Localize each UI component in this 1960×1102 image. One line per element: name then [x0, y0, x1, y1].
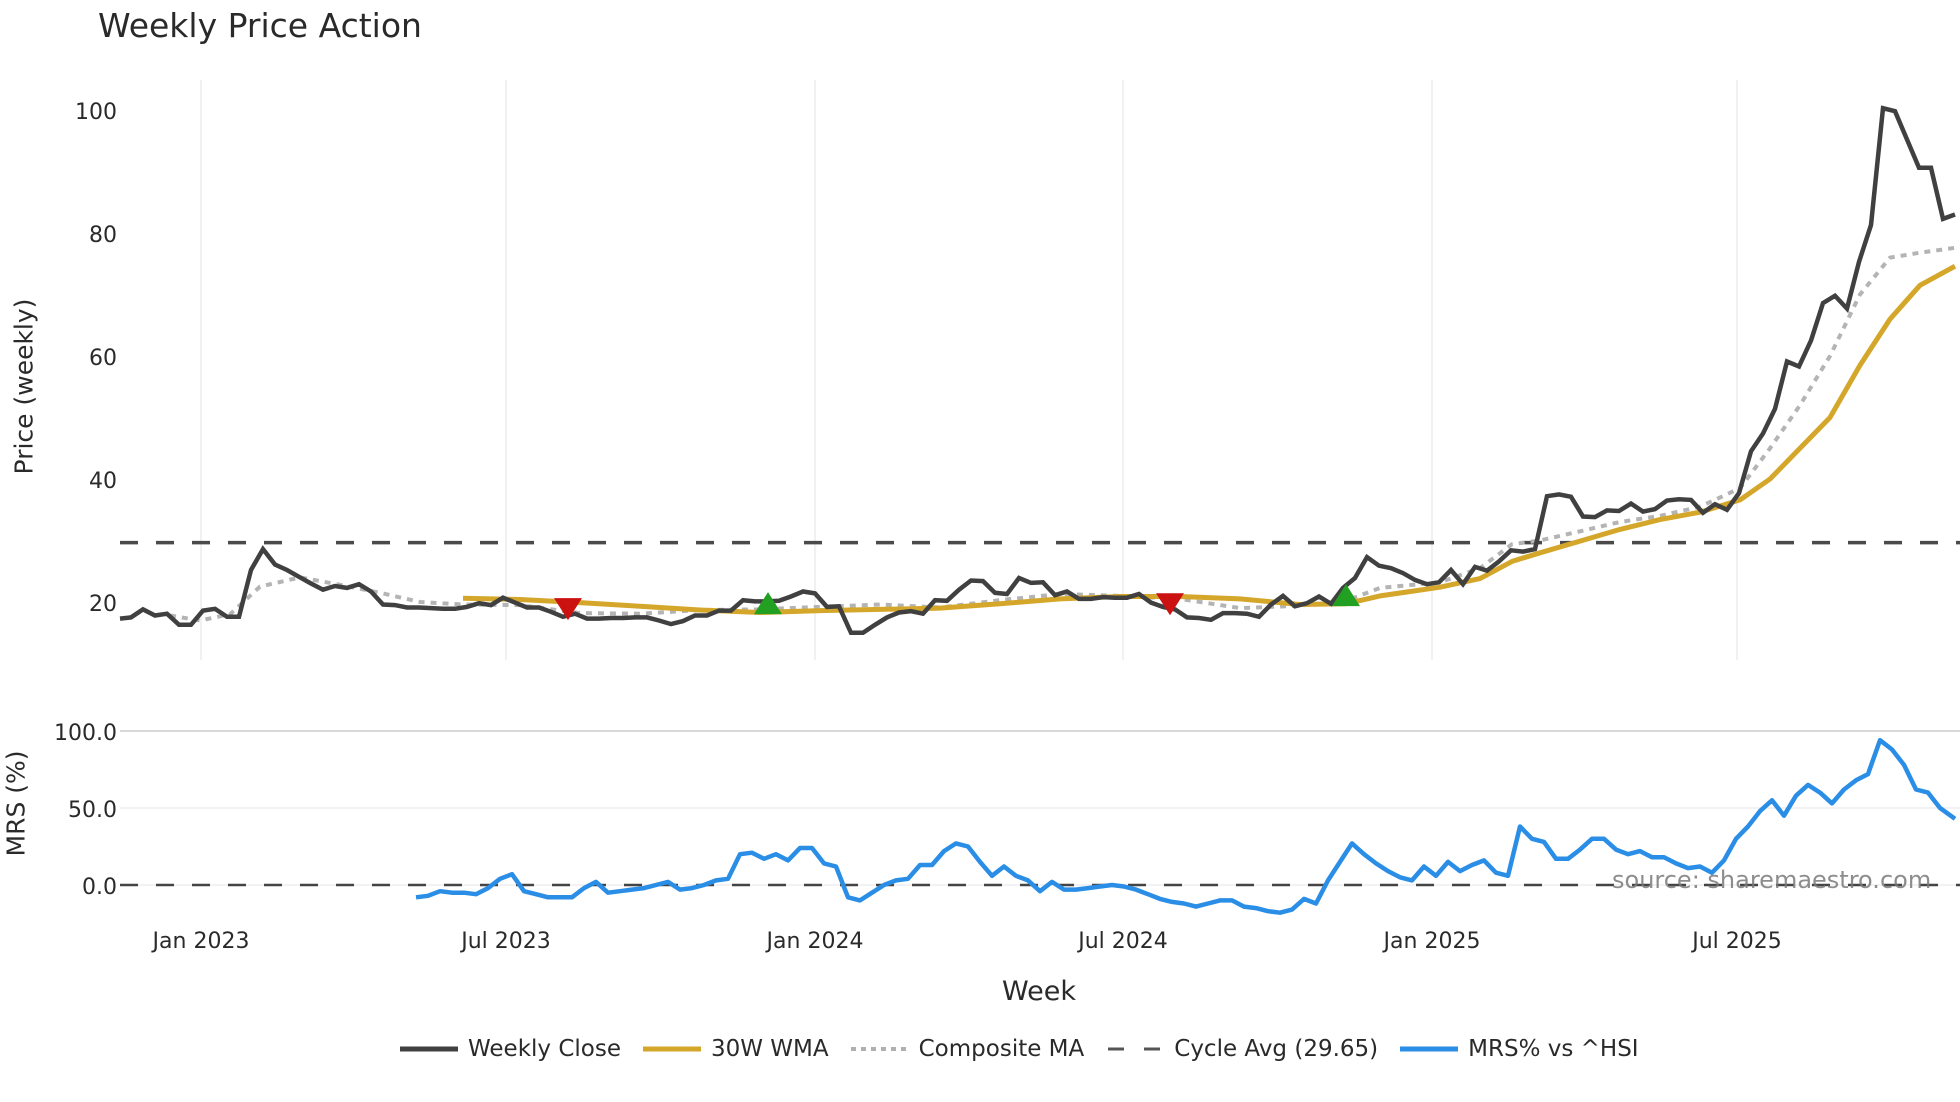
solid-line-swatch-icon	[400, 1046, 458, 1052]
signal-markers	[554, 584, 1360, 621]
mrs-tick-label: 50.0	[68, 798, 117, 823]
legend-label: Cycle Avg (29.65)	[1174, 1036, 1379, 1062]
legend-label: 30W WMA	[710, 1036, 829, 1062]
price-y-ticks: 20 40 60 80 100	[75, 100, 117, 617]
legend-item-composite-ma[interactable]: Composite MA	[850, 1036, 1085, 1062]
mrs-tick-label: 100.0	[54, 721, 117, 746]
chart-title: Weekly Price Action	[98, 6, 422, 45]
legend-label: Weekly Close	[468, 1036, 621, 1062]
wma-line	[462, 264, 1957, 615]
legend-item-weekly-close[interactable]: Weekly Close	[400, 1036, 621, 1062]
price-tick-label: 60	[89, 346, 117, 371]
mrs-plot-area	[120, 737, 1960, 915]
price-tick-label: 40	[89, 469, 117, 494]
mrs-line	[415, 737, 1957, 915]
price-y-axis-label: Price (weekly)	[9, 298, 39, 475]
buy-signal-up-triangle-icon	[1332, 584, 1360, 607]
composite-ma-line	[169, 245, 1956, 623]
x-tick-label: Jan 2025	[1382, 929, 1481, 954]
solid-line-swatch-icon	[642, 1046, 701, 1052]
solid-line-swatch-icon	[1400, 1046, 1459, 1052]
x-axis-label: Week	[1002, 976, 1076, 1007]
mrs-y-axis-label: MRS (%)	[1, 750, 31, 857]
legend-label: Composite MA	[918, 1036, 1085, 1062]
legend-item-30w-wma[interactable]: 30W WMA	[642, 1036, 829, 1062]
price-tick-label: 20	[89, 592, 117, 617]
x-tick-label: Jan 2023	[151, 929, 250, 954]
grid-lines	[120, 80, 1960, 886]
price-tick-label: 100	[75, 100, 117, 125]
mrs-tick-label: 0.0	[82, 875, 117, 900]
mrs-y-ticks: 0.0 50.0 100.0	[54, 721, 117, 900]
x-tick-label: Jul 2025	[1690, 929, 1782, 954]
buy-signal-up-triangle-icon	[754, 592, 782, 615]
dotted-line-swatch-icon	[850, 1047, 909, 1051]
x-tick-label: Jul 2023	[459, 929, 551, 954]
legend-item-cycle-avg[interactable]: Cycle Avg (29.65)	[1106, 1036, 1378, 1062]
x-tick-label: Jan 2024	[765, 929, 864, 954]
legend: Weekly Close 30W WMA Composite MA Cycle …	[400, 1036, 1661, 1062]
dashed-line-swatch-icon	[1108, 1047, 1165, 1051]
legend-label: MRS% vs ^HSI	[1468, 1036, 1639, 1062]
sell-signal-down-triangle-icon	[1156, 593, 1184, 616]
legend-item-mrs[interactable]: MRS% vs ^HSI	[1400, 1036, 1639, 1062]
x-tick-label: Jul 2024	[1076, 929, 1168, 954]
weekly-close-line	[119, 105, 1956, 636]
price-tick-label: 80	[89, 223, 117, 248]
sell-signal-down-triangle-icon	[554, 598, 582, 621]
source-annotation: source: sharemaestro.com	[1612, 866, 1932, 894]
x-axis-ticks: Jan 2023 Jul 2023 Jan 2024 Jul 2024 Jan 2025…	[151, 929, 1782, 954]
price-plot-area	[119, 105, 1960, 636]
